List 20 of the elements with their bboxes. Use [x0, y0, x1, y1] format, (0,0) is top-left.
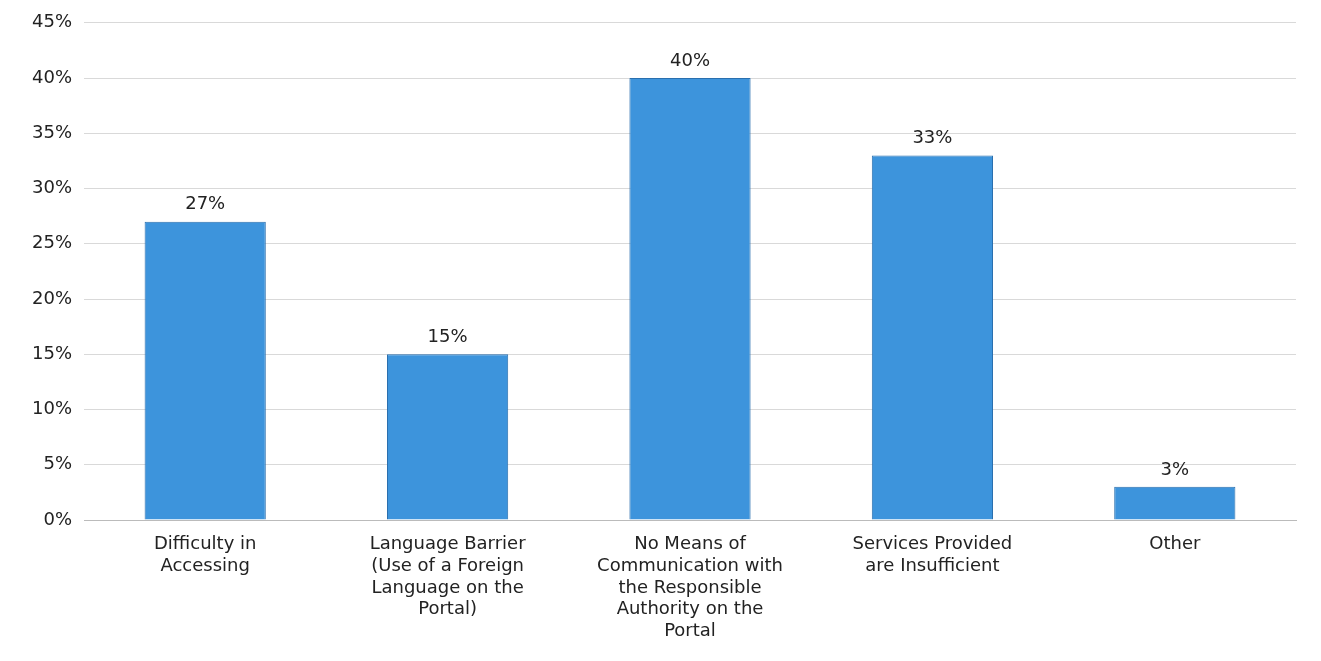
data-label: 33%: [912, 126, 953, 148]
y-tick-label: 35%: [31, 120, 73, 142]
x-tick-label: Difficulty in Accessing: [154, 532, 257, 576]
data-label: 40%: [670, 48, 711, 70]
x-tick-label: No Means of Communication with the Responsible Authority on the Portal: [597, 532, 783, 640]
y-tick-label: 20%: [31, 286, 73, 308]
x-tick-label: Language Barrier (Use of a Foreign Language on the Portal): [369, 532, 527, 619]
y-tick-label: 15%: [31, 341, 73, 363]
data-label: 15%: [427, 324, 468, 346]
data-label: 27%: [185, 192, 226, 214]
y-tick-label: 5%: [43, 452, 73, 474]
x-tick-label: Services Provided are Insufficient: [852, 532, 1013, 576]
data-label: 3%: [1160, 457, 1190, 479]
y-tick-label: 25%: [31, 231, 73, 253]
y-tick-label: 45%: [31, 10, 73, 32]
y-tick-label: 10%: [31, 397, 73, 419]
y-tick-label: 30%: [31, 176, 73, 198]
x-tick-label: Other: [1149, 532, 1201, 554]
y-tick-label: 40%: [31, 65, 73, 87]
y-tick-label: 0%: [43, 507, 73, 529]
